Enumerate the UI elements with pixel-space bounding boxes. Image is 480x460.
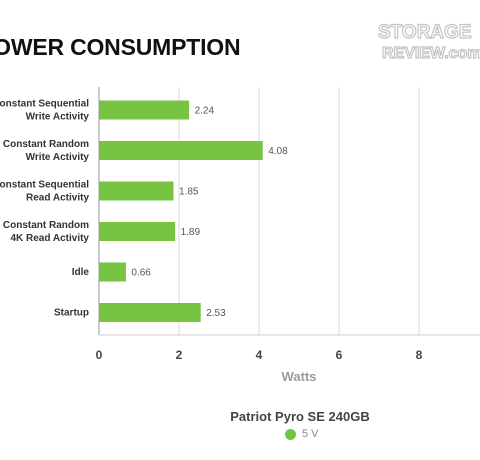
value-label-3: 1.89 — [181, 227, 201, 238]
logo-line-review: REVIEW.com — [382, 45, 480, 62]
legend-title: Patriot Pyro SE 240GB — [230, 409, 370, 424]
chart-title: POWER CONSUMPTION — [0, 34, 241, 60]
value-label-1: 4.08 — [268, 146, 288, 157]
x-axis-label: Watts — [282, 369, 317, 384]
bar-chart: Constant Sequential Write Activity Constan… — [0, 87, 480, 384]
bar-1 — [99, 141, 263, 160]
bars — [99, 100, 263, 322]
value-labels: 2.24 4.08 1.85 1.89 0.66 2.53 — [131, 106, 288, 320]
storagereview-logo: STORAGE REVIEW.com — [377, 21, 480, 62]
bar-5 — [99, 303, 201, 322]
legend-swatch — [285, 428, 296, 440]
category-label-5-0: Startup — [54, 308, 89, 319]
x-tick-label-0: 0 — [96, 348, 103, 362]
bar-2 — [99, 181, 174, 201]
category-labels: Constant Sequential Write Activity Constan… — [0, 99, 89, 319]
category-label-1-0: Constant Random — [3, 139, 89, 150]
legend-label: 5 V — [302, 428, 319, 440]
value-label-0: 2.24 — [195, 106, 215, 117]
category-label-0-1: Write Activity — [26, 112, 90, 123]
bar-0 — [99, 100, 190, 120]
x-tick-label-8: 8 — [416, 348, 423, 362]
category-label-2-1: Read Activity — [26, 193, 89, 204]
bar-3 — [99, 222, 176, 241]
category-label-1-1: Write Activity — [26, 152, 90, 163]
value-label-4: 0.66 — [131, 268, 151, 279]
category-label-0-0: Constant Sequential — [0, 99, 89, 110]
logo-line-storage: STORAGE — [378, 22, 472, 43]
bar-4 — [99, 262, 126, 282]
value-label-2: 1.85 — [179, 187, 199, 198]
x-tick-labels: 0 2 4 6 8 — [96, 348, 423, 362]
x-tick-label-2: 2 — [176, 348, 183, 362]
x-tick-label-4: 4 — [256, 348, 263, 362]
category-label-2-0: Constant Sequential — [0, 180, 89, 191]
gridlines — [98, 87, 480, 336]
category-label-4-0: Idle — [72, 267, 90, 278]
x-tick-label-6: 6 — [336, 348, 343, 362]
category-label-3-0: Constant Random — [3, 220, 89, 231]
category-label-3-1: 4K Read Activity — [10, 233, 89, 244]
legend-item: 5 V — [285, 428, 319, 440]
value-label-5: 2.53 — [206, 308, 226, 319]
